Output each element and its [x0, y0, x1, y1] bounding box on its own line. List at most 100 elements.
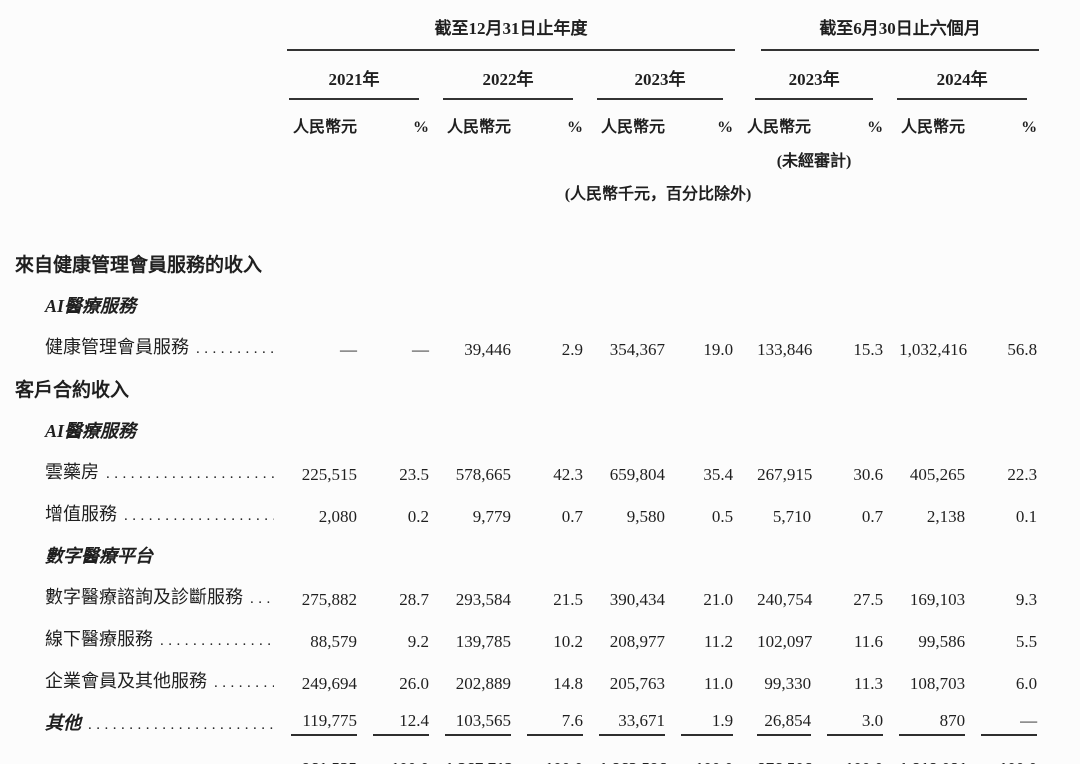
cell-value: 6.0 [1015, 674, 1038, 693]
table-cell [735, 575, 743, 617]
rmb-header: 人民幣元 [292, 119, 357, 136]
row-others: 其他 119,775 12.4 103,565 7.6 33,671 1.9 2… [15, 701, 1039, 743]
table-cell [735, 139, 743, 171]
row-label: 健康管理會員服務 [45, 337, 189, 357]
row-label-wrap: 增值服務 [15, 500, 277, 527]
table-cell: 3.0 [813, 701, 885, 743]
revenue-breakdown-table: 截至12月31日止年度 截至6月30日止六個月 2021年 2022年 2023… [15, 12, 1040, 764]
table-cell: 11.2 [667, 617, 735, 659]
cell-value: 870 [899, 711, 966, 736]
year-label: 2022年 [443, 51, 573, 100]
cell-value: 9,779 [472, 507, 511, 526]
table-cell: 42.3 [513, 450, 585, 492]
table-cell: 578,665 [431, 450, 513, 492]
table-cell: 5.5 [967, 617, 1039, 659]
table-cell: — [967, 701, 1039, 743]
table-cell: 99,586 [885, 617, 967, 659]
table-cell [735, 659, 743, 701]
table-cell: 275,882 [277, 575, 359, 617]
subsection-ai-medical-services-2: AI醫療服務 [15, 409, 1039, 450]
year-label: 2023年 [597, 51, 724, 100]
row-offline-medical-services: 線下醫療服務 88,579 9.2 139,785 10.2 208,977 1… [15, 617, 1039, 659]
table-cell: 108,703 [885, 659, 967, 701]
row-label-wrap: 線下醫療服務 [15, 625, 277, 652]
table-cell [735, 51, 743, 100]
col-group-annual: 截至12月31日止年度 [277, 12, 736, 51]
dot-leader [196, 340, 274, 358]
row-label: 數字醫療平台 [45, 546, 153, 566]
cell-value: 0.5 [711, 507, 734, 526]
table-cell [735, 617, 743, 659]
cell-value: 100.0 [827, 759, 883, 764]
row-label: AI醫療服務 [45, 296, 137, 316]
row-label: 客戶合約收入 [15, 380, 130, 401]
rmb-header: 人民幣元 [446, 119, 511, 136]
cell-value: — [981, 711, 1038, 736]
pct-header: % [567, 119, 583, 136]
units-note: (人民幣千元，百分比除外) [564, 186, 752, 203]
rmb-header: 人民幣元 [600, 119, 665, 136]
table-cell: 6.0 [967, 659, 1039, 701]
table-cell: 14.8 [513, 659, 585, 701]
cell-value: 293,584 [455, 590, 511, 609]
cell-value: 0.7 [561, 507, 583, 526]
cell-value: 208,977 [609, 632, 665, 651]
header-subcolumns-row: 人民幣元 % 人民幣元 % 人民幣元 % 人民幣元 % 人民幣元 % [15, 100, 1039, 139]
section-customer-contract-revenue: 客戶合約收入 [15, 367, 1039, 409]
dot-leader [88, 716, 274, 734]
year-label: 2024年 [897, 51, 1028, 100]
table-cell: 9.3 [967, 575, 1039, 617]
row-label-cell: 客戶合約收入 [15, 367, 1039, 409]
table-cell: 88,579 [277, 617, 359, 659]
cell-value: 1,862,596 [599, 759, 667, 764]
table-cell: 22.3 [967, 450, 1039, 492]
table-cell: 7.6 [513, 701, 585, 743]
cell-value: 225,515 [301, 465, 357, 484]
cell-value: 14.8 [553, 674, 583, 693]
cell-value: 10.2 [553, 632, 583, 651]
cell-value: 108,703 [909, 674, 966, 693]
table-cell: 225,515 [277, 450, 359, 492]
cell-value: 22.3 [1007, 465, 1038, 484]
table-cell [735, 450, 743, 492]
table-cell: 23.5 [359, 450, 431, 492]
table-cell: 100.0 [813, 743, 885, 764]
spacer-row [15, 204, 1039, 242]
row-label-cell: 健康管理會員服務 [15, 325, 277, 367]
cell-value: 202,889 [455, 674, 511, 693]
cell-value: 2.9 [561, 340, 583, 359]
row-label: AI醫療服務 [45, 421, 137, 441]
cell-value: 139,785 [455, 632, 511, 651]
header-units-note-row: (人民幣千元，百分比除外) [15, 171, 1039, 204]
unaudited-note: (未經審計) [776, 153, 852, 170]
row-label-cell: 其他 [15, 701, 277, 743]
table-cell: 12.4 [359, 701, 431, 743]
cell-value: 11.3 [853, 674, 884, 693]
cell-value: 119,775 [291, 711, 357, 736]
row-label-cell: 增值服務 [15, 492, 277, 534]
cell-value: 0.2 [407, 507, 429, 526]
table-cell: 870 [885, 701, 967, 743]
row-label-wrap: 企業會員及其他服務 [15, 667, 277, 694]
table-cell: 961,525 [277, 743, 359, 764]
cell-value: 23.5 [399, 465, 429, 484]
cell-value: 100.0 [981, 759, 1037, 764]
col-group-annual-label: 截至12月31日止年度 [287, 12, 736, 51]
header-group-row: 截至12月31日止年度 截至6月30日止六個月 [15, 12, 1040, 51]
table-cell [735, 743, 743, 764]
cell-value: 21.5 [553, 590, 583, 609]
row-label-wrap: 健康管理會員服務 [15, 333, 277, 360]
dot-leader [160, 632, 274, 650]
table-cell: 30.6 [813, 450, 885, 492]
cell-value: 0.1 [1015, 507, 1038, 526]
table-cell: 267,915 [743, 450, 813, 492]
table-cell: 11.0 [667, 659, 735, 701]
cell-value: 26.0 [399, 674, 429, 693]
row-label-wrap: 雲藥房 [15, 458, 277, 485]
table-cell: 249,694 [277, 659, 359, 701]
row-label: 線下醫療服務 [45, 629, 153, 649]
row-value-added-services: 增值服務 2,080 0.2 9,779 0.7 9,580 0.5 5,710… [15, 492, 1039, 534]
table-cell [15, 51, 277, 100]
cell-value: 1,818,081 [899, 759, 967, 764]
cell-value: 103,565 [445, 711, 511, 736]
